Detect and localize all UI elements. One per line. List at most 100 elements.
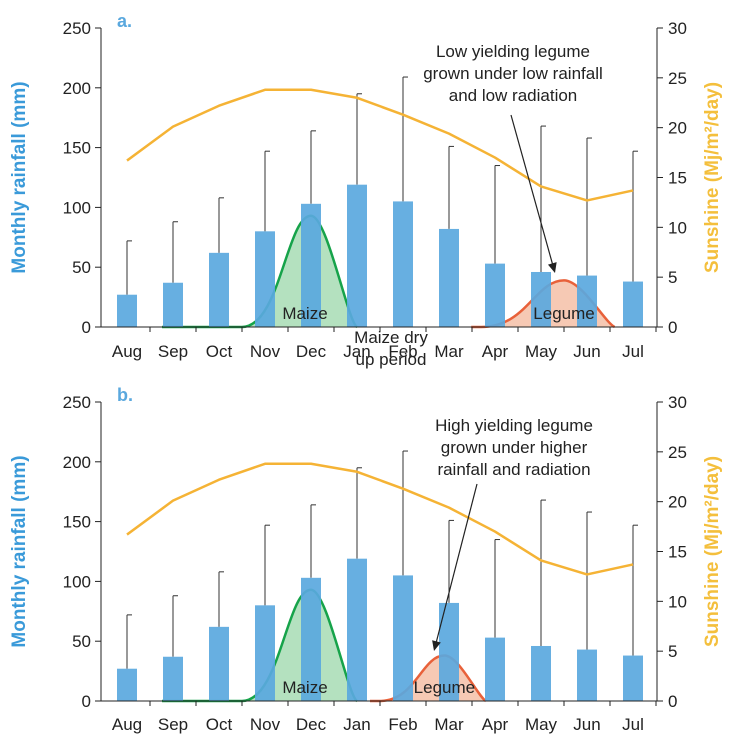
annotation-text: Maize dry up period (354, 328, 428, 369)
month-label: Feb (388, 342, 417, 361)
rainfall-bar (255, 231, 275, 327)
right-tick-label: 5 (668, 268, 677, 287)
rainfall-bar (347, 184, 367, 327)
annotation-arrow (435, 483, 478, 644)
annotation-line: and low radiation (449, 86, 578, 105)
left-tick-label: 50 (72, 632, 91, 651)
maize-growth-area (242, 215, 357, 327)
sunshine-line (126, 88, 634, 202)
rainfall-bar (623, 281, 643, 327)
annotation-arrow (510, 114, 554, 266)
rainfall-bar (209, 252, 229, 327)
month-label: Dec (296, 715, 327, 734)
month-label: Jun (573, 342, 600, 361)
rainfall-bar (623, 655, 643, 701)
left-tick-label: 200 (63, 79, 91, 98)
annotation-arrowhead (547, 262, 557, 273)
chart-panel-b: Maize Legume 0 50 100 150 200 250 0 5 10 15 20 25 30 Au… (9, 385, 723, 734)
month-label: Mar (434, 342, 464, 361)
y-axis-title-sunshine: Sunshine (Mj/m²/day) (702, 82, 723, 273)
rainfall-bar (163, 656, 183, 701)
rainfall-bar (347, 558, 367, 701)
right-tick-label: 30 (668, 393, 687, 412)
month-label: Dec (296, 342, 327, 361)
rainfall-bar (531, 645, 551, 701)
annotation-text: Low yielding legume grown under low rainf… (423, 42, 603, 105)
right-tick-label: 0 (668, 318, 677, 337)
rainfall-bar (301, 577, 321, 701)
month-label: Feb (388, 715, 417, 734)
rainfall-bar (117, 294, 137, 327)
annotation-line: grown under low rainfall (423, 64, 603, 83)
month-label: Jun (573, 715, 600, 734)
rainfall-bar (531, 271, 551, 327)
left-tick-label: 50 (72, 258, 91, 277)
left-tick-label: 150 (63, 139, 91, 158)
month-label: Mar (434, 715, 464, 734)
rainfall-bar (301, 203, 321, 327)
month-label: Sep (158, 342, 188, 361)
rainfall-bar (117, 668, 137, 701)
sunshine-line (126, 462, 634, 576)
left-tick-label: 0 (82, 318, 91, 337)
rainfall-bar (439, 228, 459, 327)
rainfall-bar (439, 602, 459, 701)
left-tick-label: 150 (63, 513, 91, 532)
annotation-arrowhead (432, 640, 441, 651)
rainfall-bar (255, 605, 275, 701)
annotation-text: High yielding legume grown under higher ra… (435, 416, 593, 479)
right-tick-label: 20 (668, 493, 687, 512)
right-tick-label: 25 (668, 69, 687, 88)
right-tick-label: 25 (668, 443, 687, 462)
y-axis-title-rainfall: Monthly rainfall (mm) (9, 455, 30, 647)
rainfall-bar (209, 626, 229, 701)
annotation-line: grown under higher (441, 438, 588, 457)
rainfall-bar (163, 282, 183, 327)
chart-panel-a: Maize Legume 0 50 100 150 200 250 0 5 10 15 20 25 30 Au… (9, 11, 723, 369)
month-label: Oct (206, 715, 233, 734)
rainfall-bar (485, 263, 505, 327)
month-label: Oct (206, 342, 233, 361)
left-tick-label: 250 (63, 393, 91, 412)
rainfall-bar (393, 201, 413, 327)
month-label: Jan (343, 342, 370, 361)
left-tick-label: 100 (63, 572, 91, 591)
month-label: Apr (482, 715, 509, 734)
month-label: Apr (482, 342, 509, 361)
maize-growth-area (242, 589, 357, 701)
month-label: Aug (112, 342, 142, 361)
right-tick-label: 5 (668, 642, 677, 661)
month-label: Jan (343, 715, 370, 734)
right-tick-label: 10 (668, 218, 687, 237)
month-label: May (525, 715, 558, 734)
right-tick-label: 15 (668, 543, 687, 562)
left-tick-label: 0 (82, 692, 91, 711)
month-label: Jul (622, 715, 644, 734)
annotation-line: up period (356, 350, 427, 369)
right-tick-label: 0 (668, 692, 677, 711)
month-label: Aug (112, 715, 142, 734)
maize-label: Maize (282, 678, 327, 697)
annotation-line: Low yielding legume (436, 42, 590, 61)
month-label: Nov (250, 715, 281, 734)
annotation-line: Maize dry (354, 328, 428, 347)
maize-label: Maize (282, 304, 327, 323)
legume-label: Legume (533, 304, 594, 323)
right-tick-label: 30 (668, 19, 687, 38)
month-label: Sep (158, 715, 188, 734)
panel-label: a. (117, 11, 132, 31)
rainfall-bar (393, 575, 413, 701)
y-axis-title-sunshine: Sunshine (Mj/m²/day) (702, 456, 723, 647)
legume-label: Legume (414, 678, 475, 697)
left-tick-label: 200 (63, 453, 91, 472)
left-tick-label: 100 (63, 198, 91, 217)
annotation-line: High yielding legume (435, 416, 593, 435)
right-tick-label: 10 (668, 592, 687, 611)
month-label: Nov (250, 342, 281, 361)
y-axis-title-rainfall: Monthly rainfall (mm) (9, 81, 30, 273)
rainfall-bar (577, 649, 597, 701)
right-tick-label: 20 (668, 119, 687, 138)
rainfall-bar (485, 637, 505, 701)
right-tick-label: 15 (668, 169, 687, 188)
